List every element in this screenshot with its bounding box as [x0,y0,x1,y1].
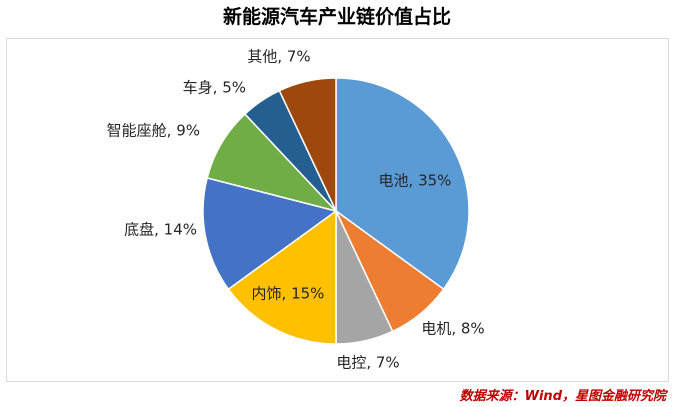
pie-slice-1 [335,77,470,291]
pie-slice-5 [202,177,338,291]
chart-frame [6,38,669,382]
pie-slice-4 [227,209,337,345]
slice-label-6: 智能座舱, 9% [107,122,200,140]
chart-title: 新能源汽车产业链价值占比 [222,6,451,28]
pie-slice-8 [278,77,337,212]
slice-label-5: 底盘, 14% [124,221,197,239]
source-note: 数据来源：Wind，星图金融研究院 [459,389,666,404]
slice-label-8: 其他, 7% [247,48,310,66]
slice-label-3: 电控, 7% [336,354,399,372]
slice-label-7: 车身, 5% [183,79,246,97]
slice-label-4: 内饰, 15% [252,285,325,303]
slice-label-2: 电机, 8% [421,320,484,338]
slice-label-1: 电池, 35% [379,172,452,190]
